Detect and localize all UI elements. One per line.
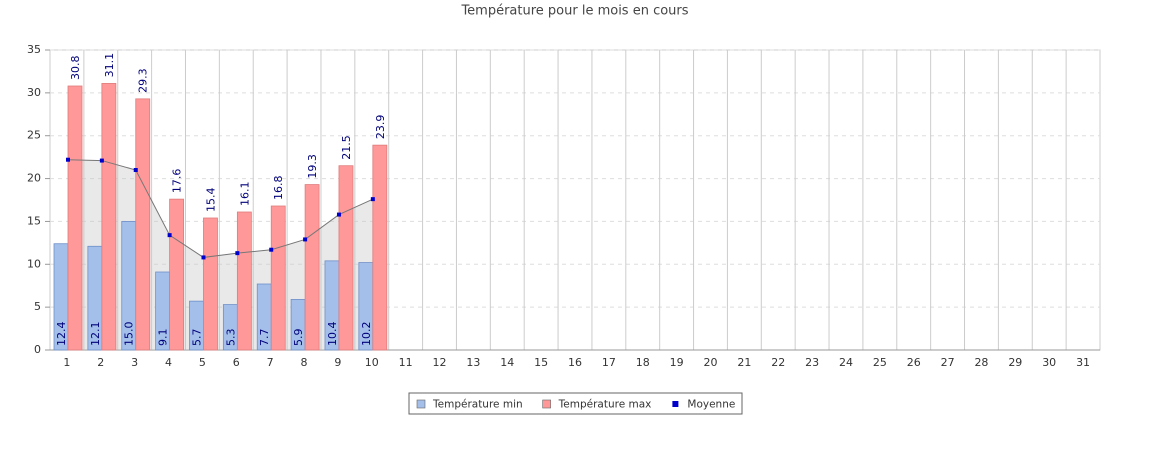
legend-swatch xyxy=(672,401,679,407)
value-label: 12.1 xyxy=(89,322,102,347)
value-label: 30.8 xyxy=(69,56,82,81)
bar xyxy=(270,205,286,351)
value-label: 17.6 xyxy=(171,169,184,194)
x-tick-label: 7 xyxy=(267,356,274,369)
x-tick-label: 24 xyxy=(839,356,853,369)
legend-swatch xyxy=(542,399,551,409)
y-tick-label: 10 xyxy=(27,257,41,270)
x-tick-label: 28 xyxy=(974,356,988,369)
legend-box xyxy=(408,392,743,415)
x-tick-label: 8 xyxy=(301,356,308,369)
marker xyxy=(167,233,172,238)
value-label: 21.5 xyxy=(340,135,353,160)
value-label: 5.9 xyxy=(292,329,305,347)
bar xyxy=(135,98,151,351)
value-label: 5.3 xyxy=(224,329,237,347)
x-tick-label: 5 xyxy=(199,356,206,369)
x-tick-label: 13 xyxy=(466,356,480,369)
value-label: 19.3 xyxy=(306,154,319,179)
x-tick-label: 10 xyxy=(365,356,379,369)
legend-swatch xyxy=(416,399,426,409)
marker xyxy=(201,255,206,260)
marker xyxy=(133,168,138,172)
y-tick-label: 20 xyxy=(27,172,41,185)
value-label: 23.9 xyxy=(374,115,387,140)
x-tick-label: 6 xyxy=(233,356,240,369)
x-tick-label: 15 xyxy=(534,356,548,369)
x-tick-label: 19 xyxy=(670,356,684,369)
y-tick-label: 0 xyxy=(34,343,41,356)
x-tick-label: 30 xyxy=(1042,356,1056,369)
value-label: 29.3 xyxy=(137,68,150,93)
legend-label: Moyenne xyxy=(687,399,735,411)
x-tick-label: 29 xyxy=(1008,356,1022,369)
marker xyxy=(99,158,104,163)
x-tick-label: 4 xyxy=(165,356,172,369)
bar xyxy=(101,83,117,351)
y-tick-label: 15 xyxy=(27,214,41,227)
value-label: 12.4 xyxy=(55,322,68,347)
marker xyxy=(370,197,375,202)
marker xyxy=(336,212,341,217)
legend-label: Température max xyxy=(558,399,652,411)
x-tick-label: 18 xyxy=(636,356,650,369)
marker xyxy=(66,157,70,162)
x-tick-label: 1 xyxy=(63,356,70,369)
bar xyxy=(236,211,252,351)
legend: Température min Température max Moyenne xyxy=(408,392,743,415)
legend-label: Température min xyxy=(432,399,523,411)
value-label: 5.7 xyxy=(190,329,203,347)
value-label: 15.0 xyxy=(123,322,136,347)
x-tick-label: 11 xyxy=(399,356,413,369)
value-label: 31.1 xyxy=(103,53,116,78)
value-label: 10.2 xyxy=(360,322,373,347)
chart-title: Température pour le mois en cours xyxy=(460,4,688,19)
marker xyxy=(303,237,308,242)
x-tick-label: 17 xyxy=(602,356,616,369)
y-tick-label: 30 xyxy=(27,86,41,99)
x-tick-label: 25 xyxy=(873,356,887,369)
y-tick-label: 35 xyxy=(27,43,41,56)
y-tick-label: 25 xyxy=(27,129,41,142)
x-tick-label: 9 xyxy=(334,356,341,369)
bar xyxy=(169,198,185,351)
x-tick-label: 26 xyxy=(907,356,921,369)
value-label: 9.1 xyxy=(157,329,170,347)
value-label: 16.1 xyxy=(238,182,251,207)
value-label: 7.7 xyxy=(258,329,271,347)
x-tick-label: 14 xyxy=(500,356,514,369)
line xyxy=(67,159,374,258)
x-tick-label: 3 xyxy=(131,356,138,369)
bar xyxy=(304,184,320,351)
x-tick-label: 12 xyxy=(433,356,447,369)
x-tick-label: 16 xyxy=(568,356,582,369)
bar xyxy=(338,165,354,351)
x-tick-label: 23 xyxy=(805,356,819,369)
value-label: 16.8 xyxy=(272,176,285,201)
marker xyxy=(235,251,240,256)
marker xyxy=(269,247,274,252)
x-tick-label: 27 xyxy=(941,356,955,369)
value-label: 15.4 xyxy=(204,188,217,213)
x-tick-label: 2 xyxy=(97,356,104,369)
plot-area xyxy=(49,49,1101,351)
x-tick-label: 22 xyxy=(771,356,785,369)
x-tick-label: 31 xyxy=(1076,356,1090,369)
value-label: 10.4 xyxy=(326,322,339,347)
y-tick-label: 5 xyxy=(34,300,41,313)
bar xyxy=(203,217,218,351)
x-tick-label: 20 xyxy=(703,356,717,369)
bar xyxy=(67,85,83,351)
bar xyxy=(372,144,388,351)
x-tick-label: 21 xyxy=(737,356,751,369)
